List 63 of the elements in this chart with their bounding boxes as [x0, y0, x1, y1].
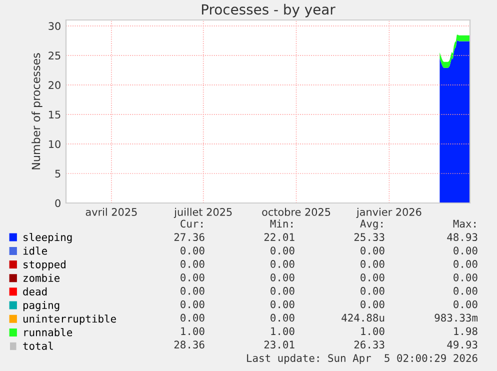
text: 23.01	[264, 340, 294, 349]
legend-label: runnable	[24, 328, 72, 336]
legend-label: stopped	[24, 260, 66, 270]
text: 0.00	[270, 300, 294, 308]
text: 0.00	[180, 286, 204, 295]
text: 0.00	[180, 314, 204, 322]
chart-title: Processes - by year	[202, 4, 336, 18]
text: 0.00	[180, 246, 204, 254]
text: 983.33m	[434, 314, 478, 322]
text: 1.98	[454, 327, 478, 336]
text: 1.00	[271, 327, 294, 336]
text: 0.00	[454, 260, 478, 268]
text: Min:	[270, 220, 292, 228]
y-axis-title: Number of processes	[32, 53, 42, 170]
y-tick-label: 25	[48, 52, 60, 60]
text: Avg:	[360, 220, 382, 230]
text: 0.00	[180, 273, 204, 282]
text: 28.36	[174, 340, 204, 349]
text: 0.00	[454, 273, 478, 282]
legend-label: dead	[23, 287, 47, 296]
y-tick-label: 0	[55, 199, 60, 208]
legend-label: paging	[23, 301, 60, 312]
text: 0.00	[270, 273, 294, 282]
legend-label: zombie	[24, 274, 60, 282]
text: 0.00	[360, 246, 384, 254]
legend-label: idle	[23, 246, 47, 255]
text: 26.33	[354, 340, 384, 349]
text: Max:	[453, 220, 476, 228]
text: 0.00	[180, 300, 204, 308]
y-tick-label: 15	[49, 110, 60, 119]
legend-label: sleeping	[24, 233, 72, 244]
text: Last update: Sun Apr 5 02:00:29 2026	[247, 354, 478, 364]
x-tick-label: avril 2025	[86, 208, 137, 216]
text: 0.00	[454, 300, 478, 308]
text: 22.01	[264, 233, 294, 242]
text: 1.00	[181, 327, 204, 336]
text: 0.00	[270, 314, 294, 322]
x-tick-label: octobre 2025	[262, 208, 330, 216]
legend-label: total	[23, 342, 53, 350]
y-tick-label: 20	[48, 81, 60, 90]
text: 0.00	[270, 260, 294, 268]
text: 0.00	[270, 286, 294, 295]
text: 0.00	[454, 286, 478, 295]
text: 0.00	[454, 246, 478, 254]
text: 0.00	[360, 260, 384, 268]
text: 27.36	[174, 233, 204, 242]
y-tick-label: 5	[55, 170, 60, 178]
text: 0.00	[360, 286, 384, 295]
x-tick-label: janvier 2026	[356, 208, 422, 218]
text: 48.93	[447, 233, 478, 242]
text: 25.33	[354, 233, 384, 242]
text: 0.00	[180, 260, 204, 268]
x-tick-label: juillet 2025	[174, 208, 232, 218]
text: 49.93	[447, 340, 478, 349]
text: 424.88u	[342, 314, 384, 322]
text: 0.00	[270, 246, 294, 254]
legend-label: uninterruptible	[23, 314, 116, 325]
text: 1.00	[361, 327, 384, 336]
y-tick-label: 10	[49, 140, 60, 148]
y-tick-label: 30	[48, 22, 60, 30]
text: 0.00	[360, 300, 384, 308]
text: 0.00	[360, 273, 384, 282]
text: Cur:	[180, 220, 202, 228]
